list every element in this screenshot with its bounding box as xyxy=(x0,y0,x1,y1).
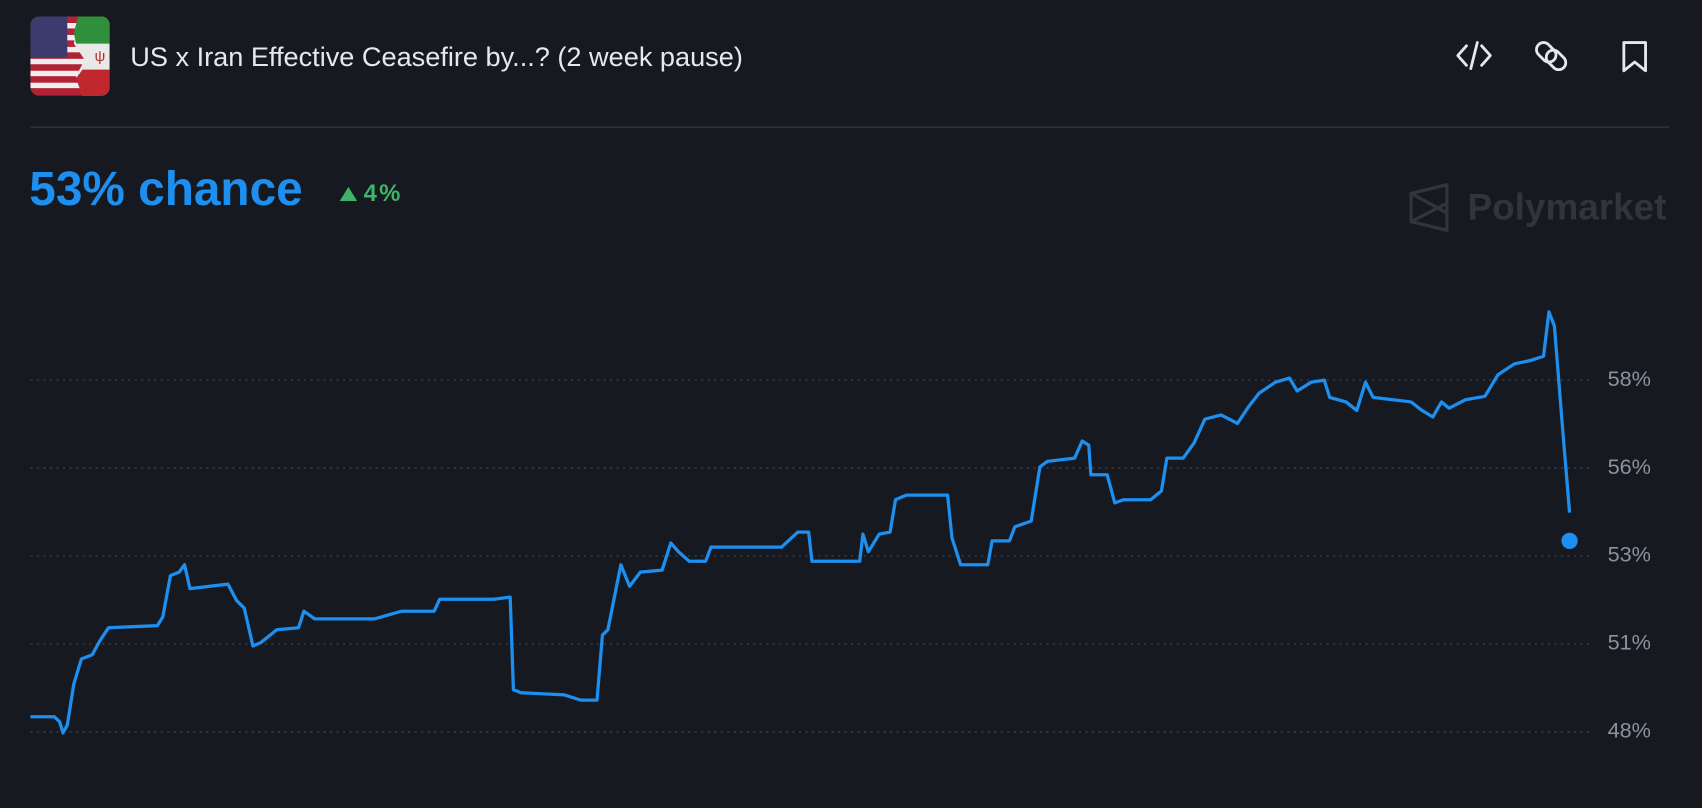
current-point xyxy=(1561,532,1578,549)
embed-button[interactable] xyxy=(1456,41,1492,71)
y-tick-label: 53% xyxy=(1608,542,1651,567)
y-tick-label: 58% xyxy=(1608,366,1651,391)
link-button[interactable] xyxy=(1534,40,1569,73)
change-label: 4% xyxy=(364,180,403,207)
bookmark-button[interactable] xyxy=(1622,41,1647,73)
y-tick-label: 48% xyxy=(1608,718,1651,743)
svg-text:ψ: ψ xyxy=(94,48,105,65)
chance-headline: 53% chance xyxy=(29,163,302,216)
y-tick-label: 51% xyxy=(1608,630,1651,655)
watermark-text: Polymarket xyxy=(1468,186,1667,227)
watermark: Polymarket xyxy=(1409,182,1667,233)
y-tick-label: 56% xyxy=(1608,454,1651,479)
market-icon: ψ xyxy=(30,16,110,96)
market-title: US x Iran Effective Ceasefire by...? (2 … xyxy=(130,41,743,72)
price-line xyxy=(30,310,1572,735)
change-arrow xyxy=(339,186,358,202)
